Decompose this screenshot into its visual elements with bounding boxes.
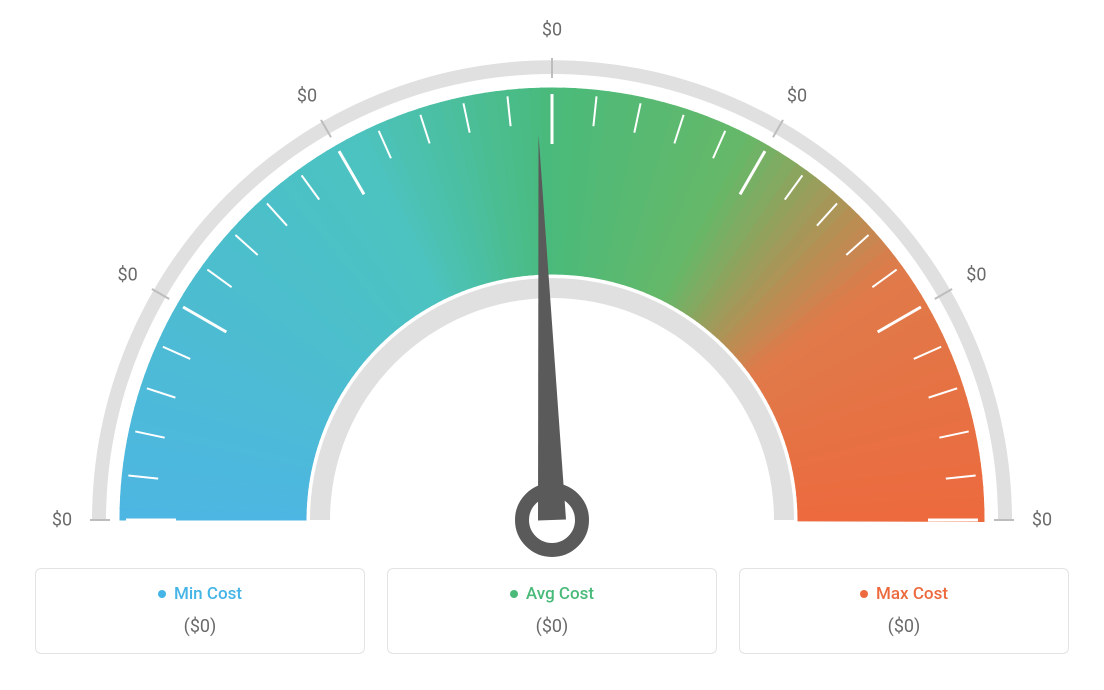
legend-label: Min Cost [174,584,242,604]
gauge-tick-label: $0 [297,85,317,106]
gauge-tick-label: $0 [542,20,562,41]
legend-value: ($0) [750,616,1058,637]
legend-row: Min Cost ($0) Avg Cost ($0) Max Cost ($0… [0,568,1104,654]
legend-title-min: Min Cost [158,584,242,604]
legend-card-max: Max Cost ($0) [739,568,1069,654]
gauge-tick-label: $0 [966,265,986,286]
legend-title-avg: Avg Cost [510,584,594,604]
legend-card-avg: Avg Cost ($0) [387,568,717,654]
gauge-tick-label: $0 [787,85,807,106]
gauge-area: $0 $0 $0 $0 $0 $0 $0 [0,0,1104,560]
cost-gauge-widget: $0 $0 $0 $0 $0 $0 $0 Min Cost ($0) Avg Cost ($… [0,0,1104,690]
legend-dot-max [860,590,868,598]
legend-label: Avg Cost [526,584,594,604]
legend-card-min: Min Cost ($0) [35,568,365,654]
legend-dot-min [158,590,166,598]
legend-value: ($0) [46,616,354,637]
legend-dot-avg [510,590,518,598]
gauge-tick-label: $0 [52,510,72,531]
legend-title-max: Max Cost [860,584,948,604]
gauge-tick-label: $0 [118,265,138,286]
gauge-chart [0,0,1104,560]
legend-value: ($0) [398,616,706,637]
legend-label: Max Cost [876,584,948,604]
gauge-tick-label: $0 [1032,510,1052,531]
